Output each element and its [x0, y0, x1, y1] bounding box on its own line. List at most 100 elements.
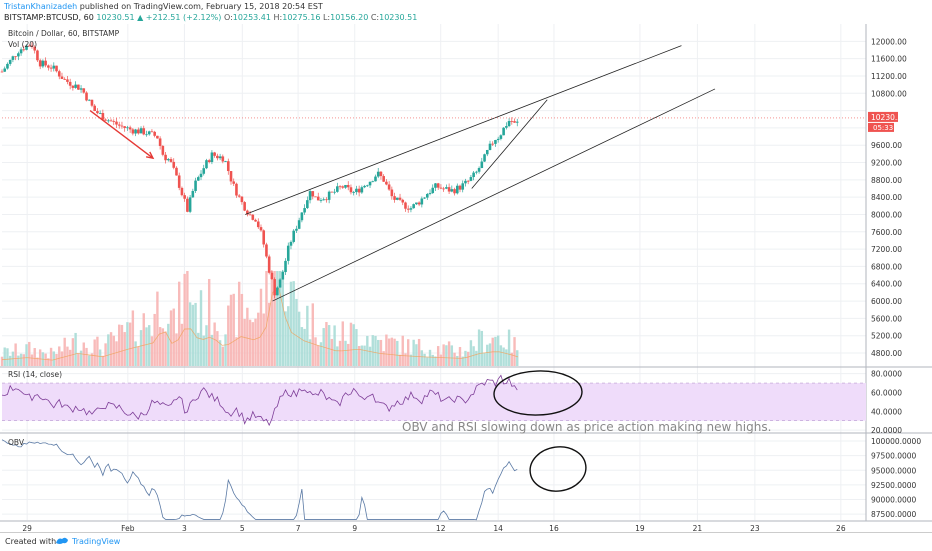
volume-bar	[284, 311, 287, 366]
volume-bar	[259, 288, 263, 366]
volume-bar	[28, 341, 31, 366]
volume-bar	[262, 313, 265, 366]
candle-body	[423, 197, 426, 199]
volume-bar	[194, 302, 197, 366]
candle-body	[98, 113, 102, 114]
candle-body	[510, 121, 514, 122]
volume-bar	[382, 351, 385, 366]
candle-body	[455, 185, 459, 194]
tradingview-brand[interactable]: TradingView	[72, 537, 121, 546]
volume-bar	[158, 327, 162, 366]
high-value: 10275.16	[282, 13, 321, 22]
grid	[2, 24, 866, 520]
candle-body	[207, 160, 211, 163]
candle-body	[284, 260, 287, 273]
volume-bar	[475, 350, 478, 366]
candle-body	[194, 180, 197, 191]
candle-body	[158, 138, 162, 146]
volume-bar	[499, 345, 503, 366]
volume-bar	[205, 325, 208, 366]
volume-bar	[516, 350, 519, 366]
volume-bar	[25, 344, 28, 366]
candle-body	[314, 196, 317, 198]
volume-bar	[507, 329, 511, 366]
candle-body	[265, 244, 268, 257]
candle-body	[93, 105, 96, 112]
candle-body	[213, 152, 216, 156]
volume-bar	[513, 337, 516, 366]
candle-body	[8, 59, 12, 64]
volume-bar	[287, 306, 290, 366]
volume-bar	[314, 337, 317, 366]
candle-body	[368, 181, 372, 186]
candle-body	[112, 121, 116, 122]
volume-bar	[232, 293, 235, 366]
volume-label: Vol (20)	[8, 40, 37, 49]
trendline	[272, 88, 716, 302]
volume-bar	[96, 336, 99, 366]
volume-bar	[466, 351, 470, 366]
chart-canvas[interactable]: Bitcoin / Dollar, 60, BITSTAMP Vol (20) 12…	[0, 0, 932, 532]
candle-body	[246, 210, 249, 215]
volume-bar	[90, 353, 94, 366]
candle-body	[396, 197, 399, 200]
candle-body	[166, 159, 170, 161]
candle-body	[499, 135, 503, 139]
candle-body	[226, 161, 230, 172]
volume-bar	[265, 271, 268, 366]
volume-bar	[480, 330, 484, 366]
candle-body	[297, 220, 301, 229]
candle-body	[11, 56, 15, 60]
candle-body	[371, 181, 375, 183]
candle-body	[507, 121, 511, 127]
volume-bar	[98, 349, 102, 366]
obv-tick-label: 87500.0000	[871, 510, 917, 519]
author-name[interactable]: TristanKhanizadeh	[4, 2, 78, 11]
volume-bar	[186, 271, 189, 366]
candle-body	[3, 68, 7, 72]
volume-bar	[333, 325, 336, 366]
volume-bar	[447, 341, 451, 366]
candle-body	[311, 191, 315, 197]
volume-bar	[368, 346, 372, 366]
volume-bar	[22, 354, 26, 366]
candle-body	[387, 184, 391, 190]
candle-body	[25, 45, 28, 50]
candle-body	[475, 171, 478, 173]
candle-body	[41, 60, 45, 67]
volume-bar	[445, 345, 448, 366]
volume-bar	[188, 302, 192, 366]
volume-bar	[483, 353, 486, 366]
candle-body	[376, 171, 380, 177]
candle-body	[445, 187, 448, 189]
volume-bar	[58, 346, 61, 366]
volume-bar	[371, 335, 374, 366]
volume-bar	[126, 322, 129, 366]
volume-bar	[172, 308, 175, 366]
volume-bar	[47, 358, 50, 366]
candle-body	[87, 99, 91, 101]
time-tick-label: 3	[182, 524, 187, 532]
candle-body	[336, 186, 339, 192]
obv-line	[1, 439, 518, 521]
price-pane-title: Bitcoin / Dollar, 60, BITSTAMP	[8, 29, 120, 38]
candle-body	[156, 135, 159, 139]
price-tick-label: 7200.00	[871, 245, 902, 254]
candle-body	[341, 186, 345, 188]
volume-bar	[409, 354, 413, 366]
volume-bar	[131, 310, 135, 366]
candle-body	[126, 127, 129, 129]
candle-body	[243, 202, 246, 211]
candle-body	[472, 172, 475, 178]
time-tick-label: 7	[296, 524, 301, 532]
candles	[0, 42, 519, 299]
candle-body	[464, 180, 467, 184]
candle-body	[36, 50, 39, 61]
volume-bar	[52, 351, 55, 366]
volume-bar	[55, 353, 58, 366]
candle-body	[295, 228, 298, 231]
candle-body	[229, 171, 233, 182]
candle-body	[240, 196, 244, 203]
candle-body	[273, 279, 276, 296]
candle-body	[96, 111, 99, 114]
